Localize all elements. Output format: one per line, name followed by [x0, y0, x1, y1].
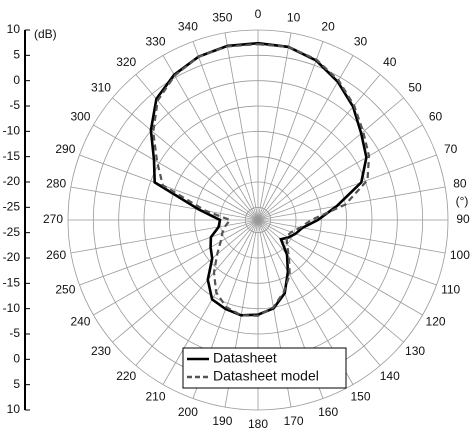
spoke: [192, 41, 259, 221]
spoke: [112, 97, 259, 221]
r-tick-label: 5: [13, 48, 20, 62]
spoke: [257, 219, 437, 286]
spoke: [162, 55, 259, 221]
theta-tick-label: 320: [116, 55, 136, 69]
theta-tick-label: 140: [380, 369, 400, 383]
r-tick-label: -5: [9, 326, 20, 340]
theta-tick-label: 170: [284, 414, 304, 428]
r-tick-label: -20: [3, 250, 21, 264]
r-tick-label: -25: [3, 200, 21, 214]
spoke: [224, 32, 259, 221]
theta-tick-label: 300: [70, 110, 90, 124]
theta-tick-label: 350: [212, 10, 232, 24]
spoke: [257, 97, 404, 221]
theta-tick-label: 220: [116, 369, 136, 383]
spoke: [257, 124, 423, 221]
spoke: [93, 219, 259, 316]
spoke: [162, 219, 259, 385]
series-line: [149, 41, 368, 317]
theta-tick-label: 60: [429, 110, 443, 124]
theta-tick-label: 30: [354, 35, 368, 49]
r-tick-label: 10: [7, 402, 21, 416]
theta-tick-label: 130: [405, 344, 425, 358]
r-axis-label: (dB): [34, 27, 57, 41]
spoke: [257, 74, 381, 221]
theta-tick-label: 90: [456, 212, 470, 226]
theta-tick-label: 20: [321, 20, 335, 34]
theta-tick-label: 150: [350, 390, 370, 404]
spoke: [79, 219, 259, 286]
spoke: [112, 219, 259, 343]
theta-tick-label: 70: [444, 142, 458, 156]
spoke: [257, 186, 446, 221]
series-line: [152, 43, 371, 317]
r-tick-label: -10: [3, 124, 21, 138]
theta-tick-label: 200: [178, 405, 198, 419]
spoke: [257, 219, 381, 366]
spoke: [257, 154, 437, 221]
theta-tick-label: 10: [287, 10, 301, 24]
theta-tick-label: 80: [453, 177, 467, 191]
theta-tick-label: 190: [212, 414, 232, 428]
theta-tick-label: 250: [55, 282, 75, 296]
spoke: [70, 186, 259, 221]
r-tick-label: 10: [7, 22, 21, 36]
r-tick-label: 5: [13, 377, 20, 391]
theta-tick-label: 230: [91, 344, 111, 358]
theta-tick-label: 240: [70, 315, 90, 329]
spoke: [257, 32, 292, 221]
spoke: [93, 124, 259, 221]
theta-tick-label: 160: [318, 405, 338, 419]
theta-tick-label: 180: [248, 417, 268, 431]
theta-tick-label: 110: [441, 282, 460, 296]
theta-tick-label: 310: [91, 80, 111, 94]
legend-label: Datasheet model: [213, 368, 319, 384]
spoke: [79, 154, 259, 221]
theta-tick-label: 0: [255, 7, 262, 21]
theta-tick-label: 210: [145, 390, 165, 404]
theta-tick-label: 290: [55, 142, 75, 156]
r-tick-label: -20: [3, 174, 21, 188]
r-tick-label: -5: [9, 98, 20, 112]
theta-tick-label: 120: [426, 315, 446, 329]
spoke: [257, 41, 324, 221]
theta-tick-label: 40: [383, 55, 397, 69]
theta-tick-label: 260: [46, 248, 66, 262]
theta-tick-label: 280: [46, 177, 66, 191]
legend-box: [182, 347, 347, 389]
r-tick-label: -25: [3, 225, 21, 239]
r-tick-label: 0: [13, 73, 20, 87]
theta-axis-label: (°): [456, 194, 469, 208]
theta-tick-label: 340: [178, 20, 198, 34]
legend-label: Datasheet: [213, 350, 277, 366]
r-tick-label: 0: [13, 352, 20, 366]
spoke: [135, 219, 259, 366]
theta-tick-label: 270: [43, 212, 63, 226]
theta-tick-label: 50: [408, 80, 422, 94]
spoke: [257, 219, 446, 254]
theta-tick-label: 330: [145, 35, 165, 49]
r-tick-label: -15: [3, 276, 21, 290]
theta-tick-label: 100: [450, 248, 470, 262]
r-tick-label: -15: [3, 149, 21, 163]
spoke: [257, 219, 423, 316]
r-tick-label: -10: [3, 301, 21, 315]
